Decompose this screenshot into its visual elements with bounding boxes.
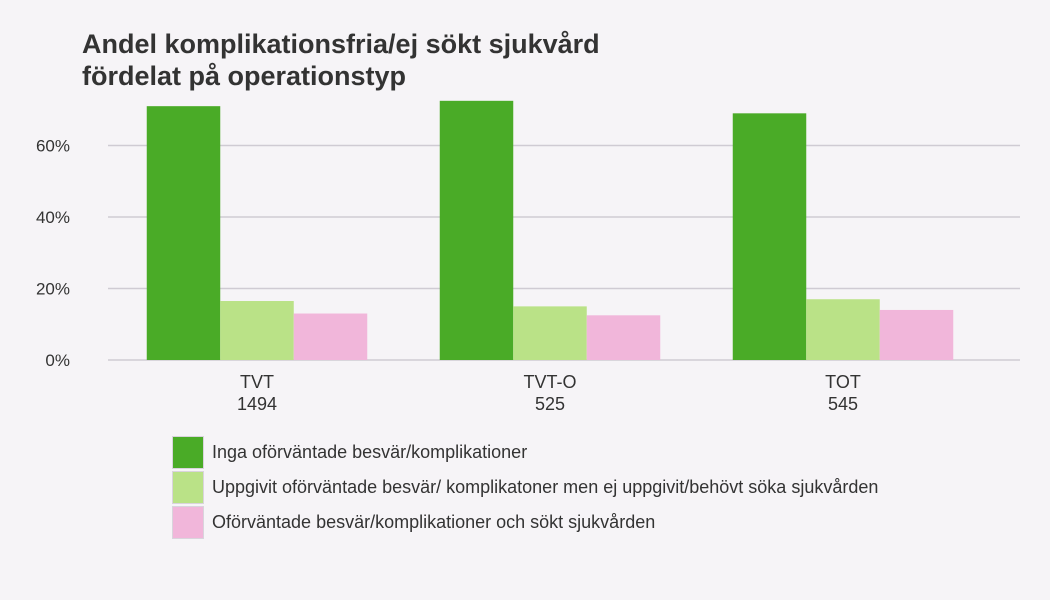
bar [586, 315, 661, 360]
legend: Inga oförväntade besvär/komplikationer U… [172, 435, 878, 540]
chart-title-line-2: fördelat på operationstyp [82, 61, 407, 91]
legend-item: Inga oförväntade besvär/komplikationer [172, 435, 878, 470]
legend-item: Oförväntade besvär/komplikationer och sö… [172, 505, 878, 540]
y-tick-label: 20% [36, 280, 70, 299]
bar [146, 106, 221, 360]
bar [439, 100, 514, 360]
bar [879, 309, 954, 360]
legend-label: Uppgivit oförväntade besvär/ komplikaton… [212, 477, 879, 497]
bar [806, 299, 880, 360]
chart-title: Andel komplikationsfria/ej sökt sjukvård… [82, 28, 600, 92]
x-tick-count: 545 [828, 394, 858, 414]
legend-swatch [172, 436, 204, 469]
bar [293, 313, 368, 360]
bar [220, 301, 294, 360]
bar [732, 113, 807, 360]
x-tick-label: TOT [825, 372, 861, 392]
chart-title-line-1: Andel komplikationsfria/ej sökt sjukvård [82, 29, 600, 59]
legend-item: Uppgivit oförväntade besvär/ komplikaton… [172, 470, 878, 505]
legend-swatch [172, 471, 204, 504]
x-tick-count: 1494 [237, 394, 277, 414]
y-tick-label: 0% [45, 351, 70, 370]
legend-label: Inga oförväntade besvär/komplikationer [212, 442, 528, 462]
bars [146, 100, 954, 360]
legend-label: Oförväntade besvär/komplikationer och sö… [212, 512, 656, 532]
y-tick-label: 60% [36, 137, 70, 156]
y-tick-label: 40% [36, 208, 70, 227]
bar [513, 306, 587, 360]
x-tick-label: TVT-O [524, 372, 577, 392]
x-tick-count: 525 [535, 394, 565, 414]
x-tick-label: TVT [240, 372, 274, 392]
legend-swatch [172, 506, 204, 539]
